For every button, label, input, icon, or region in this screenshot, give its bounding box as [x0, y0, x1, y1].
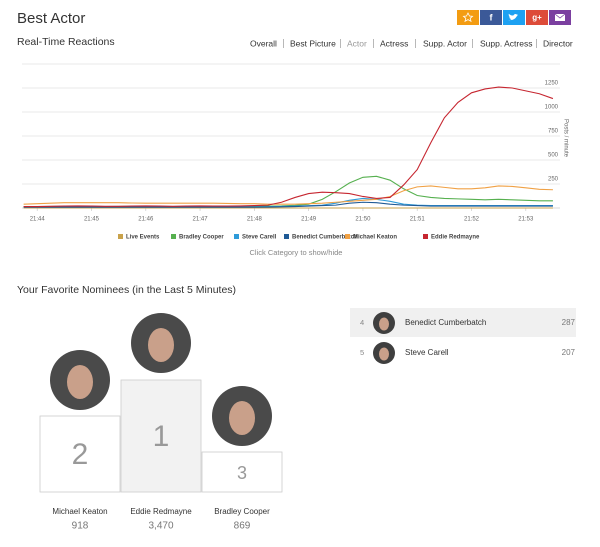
list-votes: 207	[562, 348, 576, 357]
legend-swatch	[171, 234, 176, 239]
email-icon-flap	[554, 13, 566, 19]
x-tick-label: 21:45	[84, 217, 100, 223]
podium-rank: 1	[153, 420, 170, 453]
nav-separator	[283, 39, 284, 48]
y-tick-label: 1000	[545, 105, 559, 111]
line-chart: Posts / minute 250 500 750 1000 1250 21:44 21:…	[22, 63, 568, 241]
facebook-button[interactable]	[480, 10, 502, 25]
legend-label[interactable]: Steve Carell	[242, 235, 277, 241]
x-tick-label: 21:49	[301, 217, 317, 223]
nominees-title: Your Favorite Nominees (in the Last 5 Mi…	[17, 284, 236, 296]
nav-item[interactable]: Supp. Actress	[480, 38, 532, 48]
category-nav: Overall Best Picture Actor Actress Supp. Act…	[250, 38, 573, 48]
y-tick-label: 1250	[545, 81, 559, 87]
series-line	[23, 185, 553, 205]
list-rank: 4	[360, 318, 364, 327]
nav-item[interactable]: Supp. Actor	[423, 38, 467, 48]
list-name: Benedict Cumberbatch	[405, 318, 486, 327]
legend-label[interactable]: Bradley Cooper	[179, 235, 224, 241]
nav-item[interactable]: Director	[543, 38, 573, 48]
nav-item[interactable]: Overall	[250, 38, 277, 48]
legend-swatch	[423, 234, 428, 239]
list-avatar-face	[379, 317, 389, 331]
nav-item[interactable]: Actor	[347, 38, 367, 48]
x-tick-label: 21:48	[247, 217, 263, 223]
x-tick-label: 21:44	[30, 217, 46, 223]
nav-separator	[415, 39, 416, 48]
nav-item[interactable]: Best Picture	[290, 38, 336, 48]
x-tick-label: 21:46	[138, 217, 154, 223]
avatar-face	[229, 401, 255, 435]
x-tick-label: 21:52	[464, 217, 480, 223]
legend-label[interactable]: Michael Keaton	[353, 235, 397, 241]
list-name: Steve Carell	[405, 348, 449, 357]
nominee-votes: 869	[234, 521, 251, 532]
nav-item[interactable]: Actress	[380, 38, 408, 48]
legend-swatch	[118, 234, 123, 239]
legend-label[interactable]: Eddie Redmayne	[431, 235, 480, 241]
nav-separator	[340, 39, 341, 48]
section-title: Real-Time Reactions	[17, 36, 115, 48]
legend-swatch	[345, 234, 350, 239]
y-tick-label: 750	[548, 129, 559, 135]
facebook-icon: f	[490, 12, 494, 22]
x-tick-label: 21:47	[193, 217, 209, 223]
y-tick-label: 250	[548, 177, 559, 183]
podium-step	[201, 451, 283, 493]
y-axis-title: Posts / minute	[562, 119, 568, 158]
series-line	[23, 175, 553, 208]
nominee-name: Bradley Cooper	[214, 507, 270, 516]
legend-label[interactable]: Benedict Cumberbatch	[292, 235, 358, 241]
page-title: Best Actor	[17, 10, 85, 27]
star-button[interactable]	[457, 10, 479, 25]
legend-swatch	[284, 234, 289, 239]
nominee-name: Michael Keaton	[52, 507, 107, 516]
nav-separator	[536, 39, 537, 48]
nominee-name: Eddie Redmayne	[130, 507, 192, 516]
nav-separator	[373, 39, 374, 48]
nav-separator	[472, 39, 473, 48]
podium-step	[120, 379, 202, 493]
avatar-face	[148, 328, 174, 362]
nominee-list: 4 Benedict Cumberbatch 287 5 Steve Carell 207	[350, 308, 576, 367]
share-buttons: f g+	[457, 10, 571, 25]
avatar-face	[67, 365, 93, 399]
legend-note: Click Category to show/hide	[250, 248, 343, 257]
x-tick-label: 21:50	[355, 217, 371, 223]
list-avatar-face	[379, 347, 389, 361]
podium: 2 Michael Keaton 918 1 Eddie Redmayne 3,470 3 B…	[39, 311, 283, 532]
star-icon	[462, 12, 474, 23]
nav-separators	[283, 39, 537, 48]
google-icon: g+	[532, 13, 542, 22]
x-tick-label: 21:51	[410, 217, 426, 223]
list-rank: 5	[360, 348, 364, 357]
legend-label[interactable]: Live Events	[126, 235, 160, 241]
twitter-icon	[508, 13, 518, 21]
x-tick-label: 21:53	[518, 217, 534, 223]
podium-step	[39, 415, 121, 493]
nominee-votes: 918	[72, 521, 89, 532]
series-line	[23, 201, 553, 208]
series-line	[23, 86, 554, 208]
nominee-votes: 3,470	[148, 521, 173, 532]
y-tick-label: 500	[548, 153, 559, 159]
podium-rank: 3	[237, 463, 247, 483]
list-votes: 287	[562, 318, 576, 327]
legend-swatch	[234, 234, 239, 239]
google-button[interactable]	[526, 10, 548, 25]
podium-rank: 2	[72, 438, 89, 471]
